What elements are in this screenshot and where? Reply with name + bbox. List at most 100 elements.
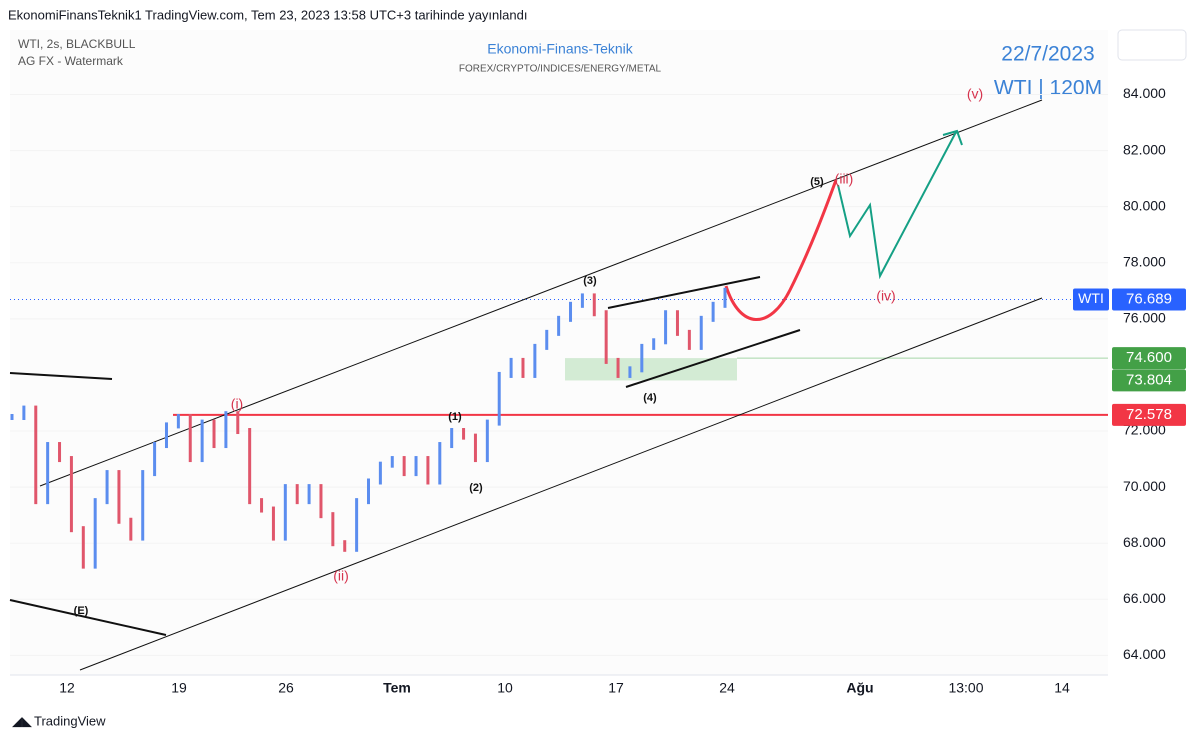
candle	[687, 329, 691, 350]
candle	[319, 484, 323, 519]
y-tick-label: 82.000	[1123, 141, 1166, 157]
y-tick-label: 66.000	[1123, 590, 1166, 606]
channel-lower	[79, 297, 1043, 671]
y-tick-label: 84.000	[1123, 85, 1166, 101]
candle	[176, 414, 180, 429]
projection-red	[724, 179, 838, 321]
candle	[628, 366, 632, 378]
price-label: 73.804	[1126, 371, 1172, 388]
candle	[652, 338, 656, 350]
candle	[307, 484, 311, 505]
footer: TradingView	[34, 713, 106, 728]
published-line: EkonomiFinansTeknik1 TradingView.com, Te…	[8, 7, 527, 22]
candle	[58, 442, 62, 463]
candle	[378, 461, 382, 485]
y-tick-label: 76.000	[1123, 310, 1166, 326]
x-tick-label: Ağu	[846, 680, 873, 696]
y-tick-label: 80.000	[1123, 197, 1166, 213]
candle	[592, 293, 596, 317]
price-label: 76.689	[1126, 290, 1172, 307]
candle	[509, 357, 513, 378]
wave-label: (1)	[448, 411, 462, 423]
candle	[367, 478, 370, 505]
candle	[248, 428, 252, 505]
y-tick-label: 64.000	[1123, 646, 1166, 662]
candle	[260, 498, 264, 513]
candle	[402, 456, 406, 477]
candle	[569, 301, 573, 322]
instrument: WTI | 120M	[994, 77, 1102, 100]
candle	[81, 526, 85, 569]
candle	[580, 293, 584, 308]
trend-line	[9, 599, 167, 636]
candle	[723, 287, 727, 308]
candle	[699, 315, 703, 350]
wave-label: (4)	[643, 392, 657, 404]
projection-green	[837, 129, 963, 280]
candle	[129, 517, 133, 541]
y-tick-label: 78.000	[1123, 253, 1166, 269]
series-label: WTI	[1078, 290, 1104, 306]
candle	[533, 343, 537, 378]
symbol: WTI, 2s, BLACKBULL	[18, 37, 136, 51]
button[interactable]	[1117, 29, 1187, 61]
x-tick-label: 19	[171, 680, 187, 696]
candle	[200, 419, 204, 463]
candle	[271, 506, 275, 541]
x-tick-label: 17	[608, 680, 624, 696]
candle	[188, 414, 192, 463]
candle	[355, 498, 359, 552]
candle	[141, 470, 145, 541]
channel-upper	[39, 99, 1043, 487]
candle	[675, 310, 679, 336]
wave-label: (5)	[810, 176, 824, 188]
trend-line	[9, 372, 113, 380]
wave-label: (iv)	[876, 288, 895, 304]
date: 22/7/2023	[1001, 43, 1094, 66]
candle	[604, 310, 608, 364]
x-tick-label: 14	[1054, 680, 1070, 696]
wave-label: (3)	[583, 275, 597, 287]
candle	[426, 456, 430, 485]
candle	[22, 405, 26, 420]
candle	[414, 456, 418, 477]
candle	[450, 428, 454, 449]
candle	[497, 371, 501, 426]
wedge-lower	[625, 329, 801, 388]
candle	[105, 470, 109, 505]
price-label-box	[1112, 347, 1186, 370]
series-label-box	[1073, 288, 1109, 311]
price-label: 74.600	[1126, 349, 1172, 366]
candle	[212, 419, 216, 449]
wave-label: (2)	[469, 482, 483, 494]
candle	[640, 343, 644, 373]
y-tick-label: 70.000	[1123, 478, 1166, 494]
price-label-box	[1112, 403, 1186, 426]
zone	[565, 358, 737, 381]
candle	[462, 428, 466, 440]
x-tick-label: 24	[719, 680, 735, 696]
candle	[557, 315, 561, 336]
footer-logo: ◢◣	[12, 713, 32, 728]
candle	[343, 540, 347, 552]
price-label: 72.578	[1126, 406, 1172, 423]
candle	[224, 411, 228, 449]
x-tick-label: Tem	[383, 680, 411, 696]
candle	[164, 422, 168, 449]
candle	[711, 301, 715, 322]
candle	[283, 484, 287, 541]
candle	[521, 357, 525, 378]
watermark: AG FX - Watermark	[18, 54, 124, 68]
x-tick-label: 13:00	[948, 680, 983, 696]
candle	[117, 470, 121, 524]
candle	[153, 442, 157, 477]
candle	[438, 442, 442, 485]
candle	[616, 357, 620, 378]
wave-label: (ii)	[333, 568, 349, 584]
candle	[46, 442, 50, 505]
candle	[69, 456, 73, 533]
candle	[236, 411, 240, 435]
candle	[34, 405, 38, 505]
plot-area	[10, 30, 1108, 675]
wave-label: (iii)	[835, 171, 854, 187]
